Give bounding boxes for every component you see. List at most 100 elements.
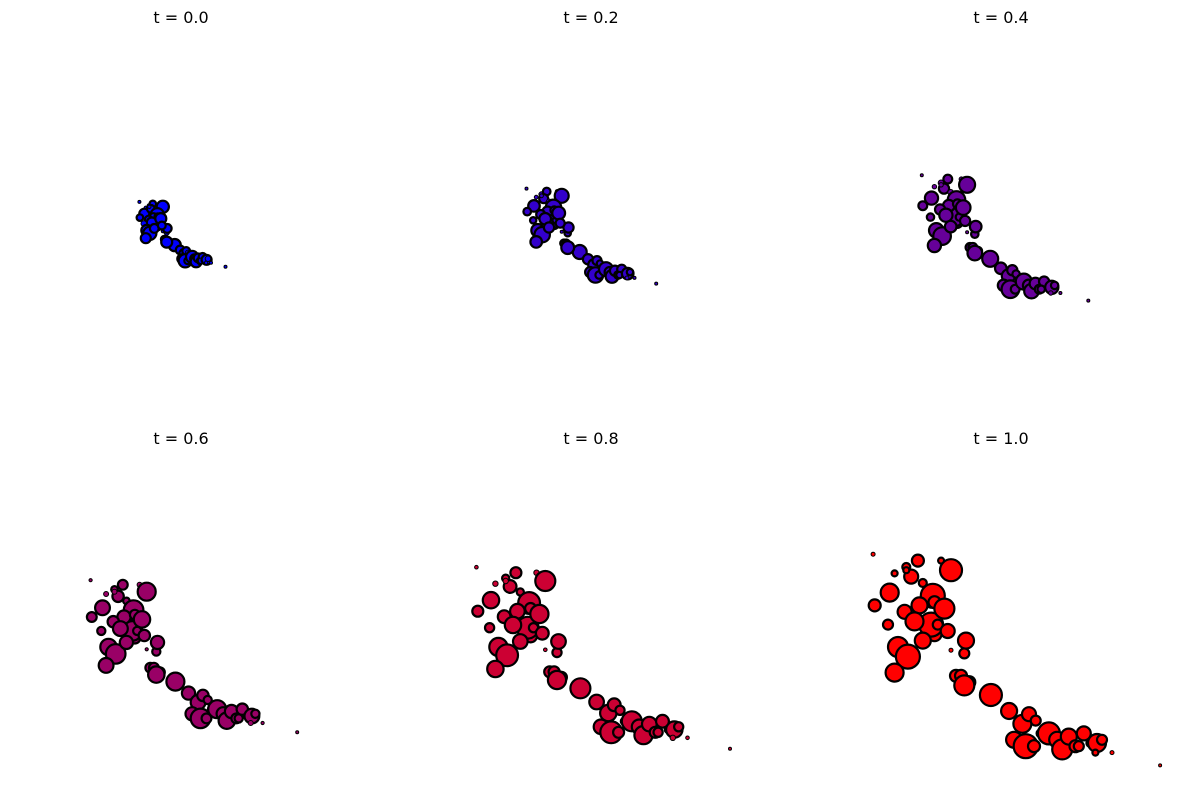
scatter-point (625, 267, 635, 277)
scatter-point (529, 603, 550, 625)
scatter-point (471, 604, 485, 618)
scatter-point (933, 597, 956, 620)
scatter-point (495, 643, 520, 668)
scatter-point (1058, 291, 1063, 295)
scatter-point (85, 610, 98, 623)
panel-title-3: t = 0.6 (153, 429, 208, 448)
scatter-point (539, 193, 544, 199)
scatter-point (144, 647, 149, 652)
scatter-point (529, 234, 544, 249)
scatter-point (481, 590, 501, 610)
scatter-point (624, 275, 630, 281)
scatter-point (534, 625, 550, 641)
scatter-point (867, 598, 882, 613)
scatter-point (88, 578, 93, 583)
scatter-point (965, 230, 970, 235)
scatter-point (509, 566, 523, 580)
scatter-panel-2: t = 0.4 (917, 8, 1091, 303)
scatter-point (1029, 714, 1042, 727)
scatter-point (954, 199, 972, 217)
scatter-point (156, 220, 167, 231)
scatter-point (1036, 284, 1047, 295)
scatter-point (200, 712, 213, 725)
scatter-point (111, 588, 118, 595)
scatter-panel-4: t = 0.8 (471, 429, 732, 751)
scatter-point (260, 720, 265, 726)
scatter-point (923, 190, 940, 206)
scatter-point (1072, 740, 1085, 753)
scatter-panel-5: t = 1.0 (867, 429, 1163, 768)
scatter-point (881, 618, 895, 631)
scatter-point (917, 200, 929, 212)
scatter-point (890, 569, 899, 578)
scatter-point (1095, 733, 1109, 746)
scatter-point (492, 580, 499, 587)
scatter-point (1109, 750, 1115, 756)
scatter-point (135, 213, 145, 223)
scatter-panel-3: t = 0.6 (85, 429, 300, 735)
scatter-point (654, 713, 670, 729)
scatter-point (147, 204, 152, 210)
scatter-point (543, 647, 548, 653)
scatter-point (931, 184, 938, 190)
scatter-point (939, 622, 956, 640)
scatter-point (524, 186, 529, 191)
scatter-point (614, 704, 626, 717)
scatter-point (202, 694, 213, 706)
scatter-point (1048, 290, 1054, 296)
scatter-point (948, 647, 954, 653)
panel-title-1: t = 0.2 (563, 8, 618, 27)
scatter-point (534, 569, 557, 593)
scatter-point (894, 643, 922, 670)
scatter-point (966, 244, 984, 262)
scatter-point (968, 219, 983, 234)
scatter-point (925, 212, 936, 222)
scatter-point (139, 232, 152, 245)
scatter-point (551, 205, 567, 221)
scatter-point (1026, 739, 1042, 754)
scatter-point (728, 746, 732, 751)
scatter-point (569, 677, 592, 700)
scatter-point (673, 721, 685, 733)
scatter-point (203, 260, 209, 265)
scatter-point (111, 620, 129, 638)
scatter-point (879, 582, 900, 603)
scatter-point (165, 671, 186, 692)
scatter-panel-0: t = 0.0 (135, 8, 228, 269)
scatter-point (247, 720, 254, 726)
scatter-point (1091, 748, 1100, 757)
scatter-point (137, 628, 152, 643)
scatter-point (632, 275, 637, 280)
scatter-point (1075, 725, 1092, 742)
scatter-point (913, 631, 932, 650)
scatter-point (554, 217, 566, 229)
scatter-point (180, 685, 197, 701)
scatter-point (503, 615, 523, 635)
scatter-point (685, 735, 690, 741)
scatter-point (533, 194, 539, 200)
scatter-point (502, 577, 509, 585)
scatter-point (953, 674, 976, 697)
scatter-point (132, 610, 152, 629)
scatter-point (295, 730, 300, 735)
panel-title-2: t = 0.4 (973, 8, 1028, 27)
scatter-point (938, 182, 944, 188)
scatter-point (137, 199, 142, 204)
scatter-point (919, 173, 924, 178)
scatter-point (926, 237, 943, 254)
scatter-point (528, 216, 538, 225)
scatter-point (588, 693, 605, 711)
scatter-point (942, 173, 954, 185)
scatter-point (904, 611, 925, 632)
panel-title-5: t = 1.0 (973, 429, 1028, 448)
scatter-point (511, 633, 529, 650)
scatter-point (233, 713, 244, 724)
scatter-point (550, 633, 567, 650)
panel-title-4: t = 0.8 (563, 429, 618, 448)
scatter-point (542, 221, 556, 234)
scatter-point (204, 255, 212, 263)
scatter-point (958, 647, 971, 660)
scatter-point (93, 599, 111, 617)
scatter-point (483, 622, 496, 634)
